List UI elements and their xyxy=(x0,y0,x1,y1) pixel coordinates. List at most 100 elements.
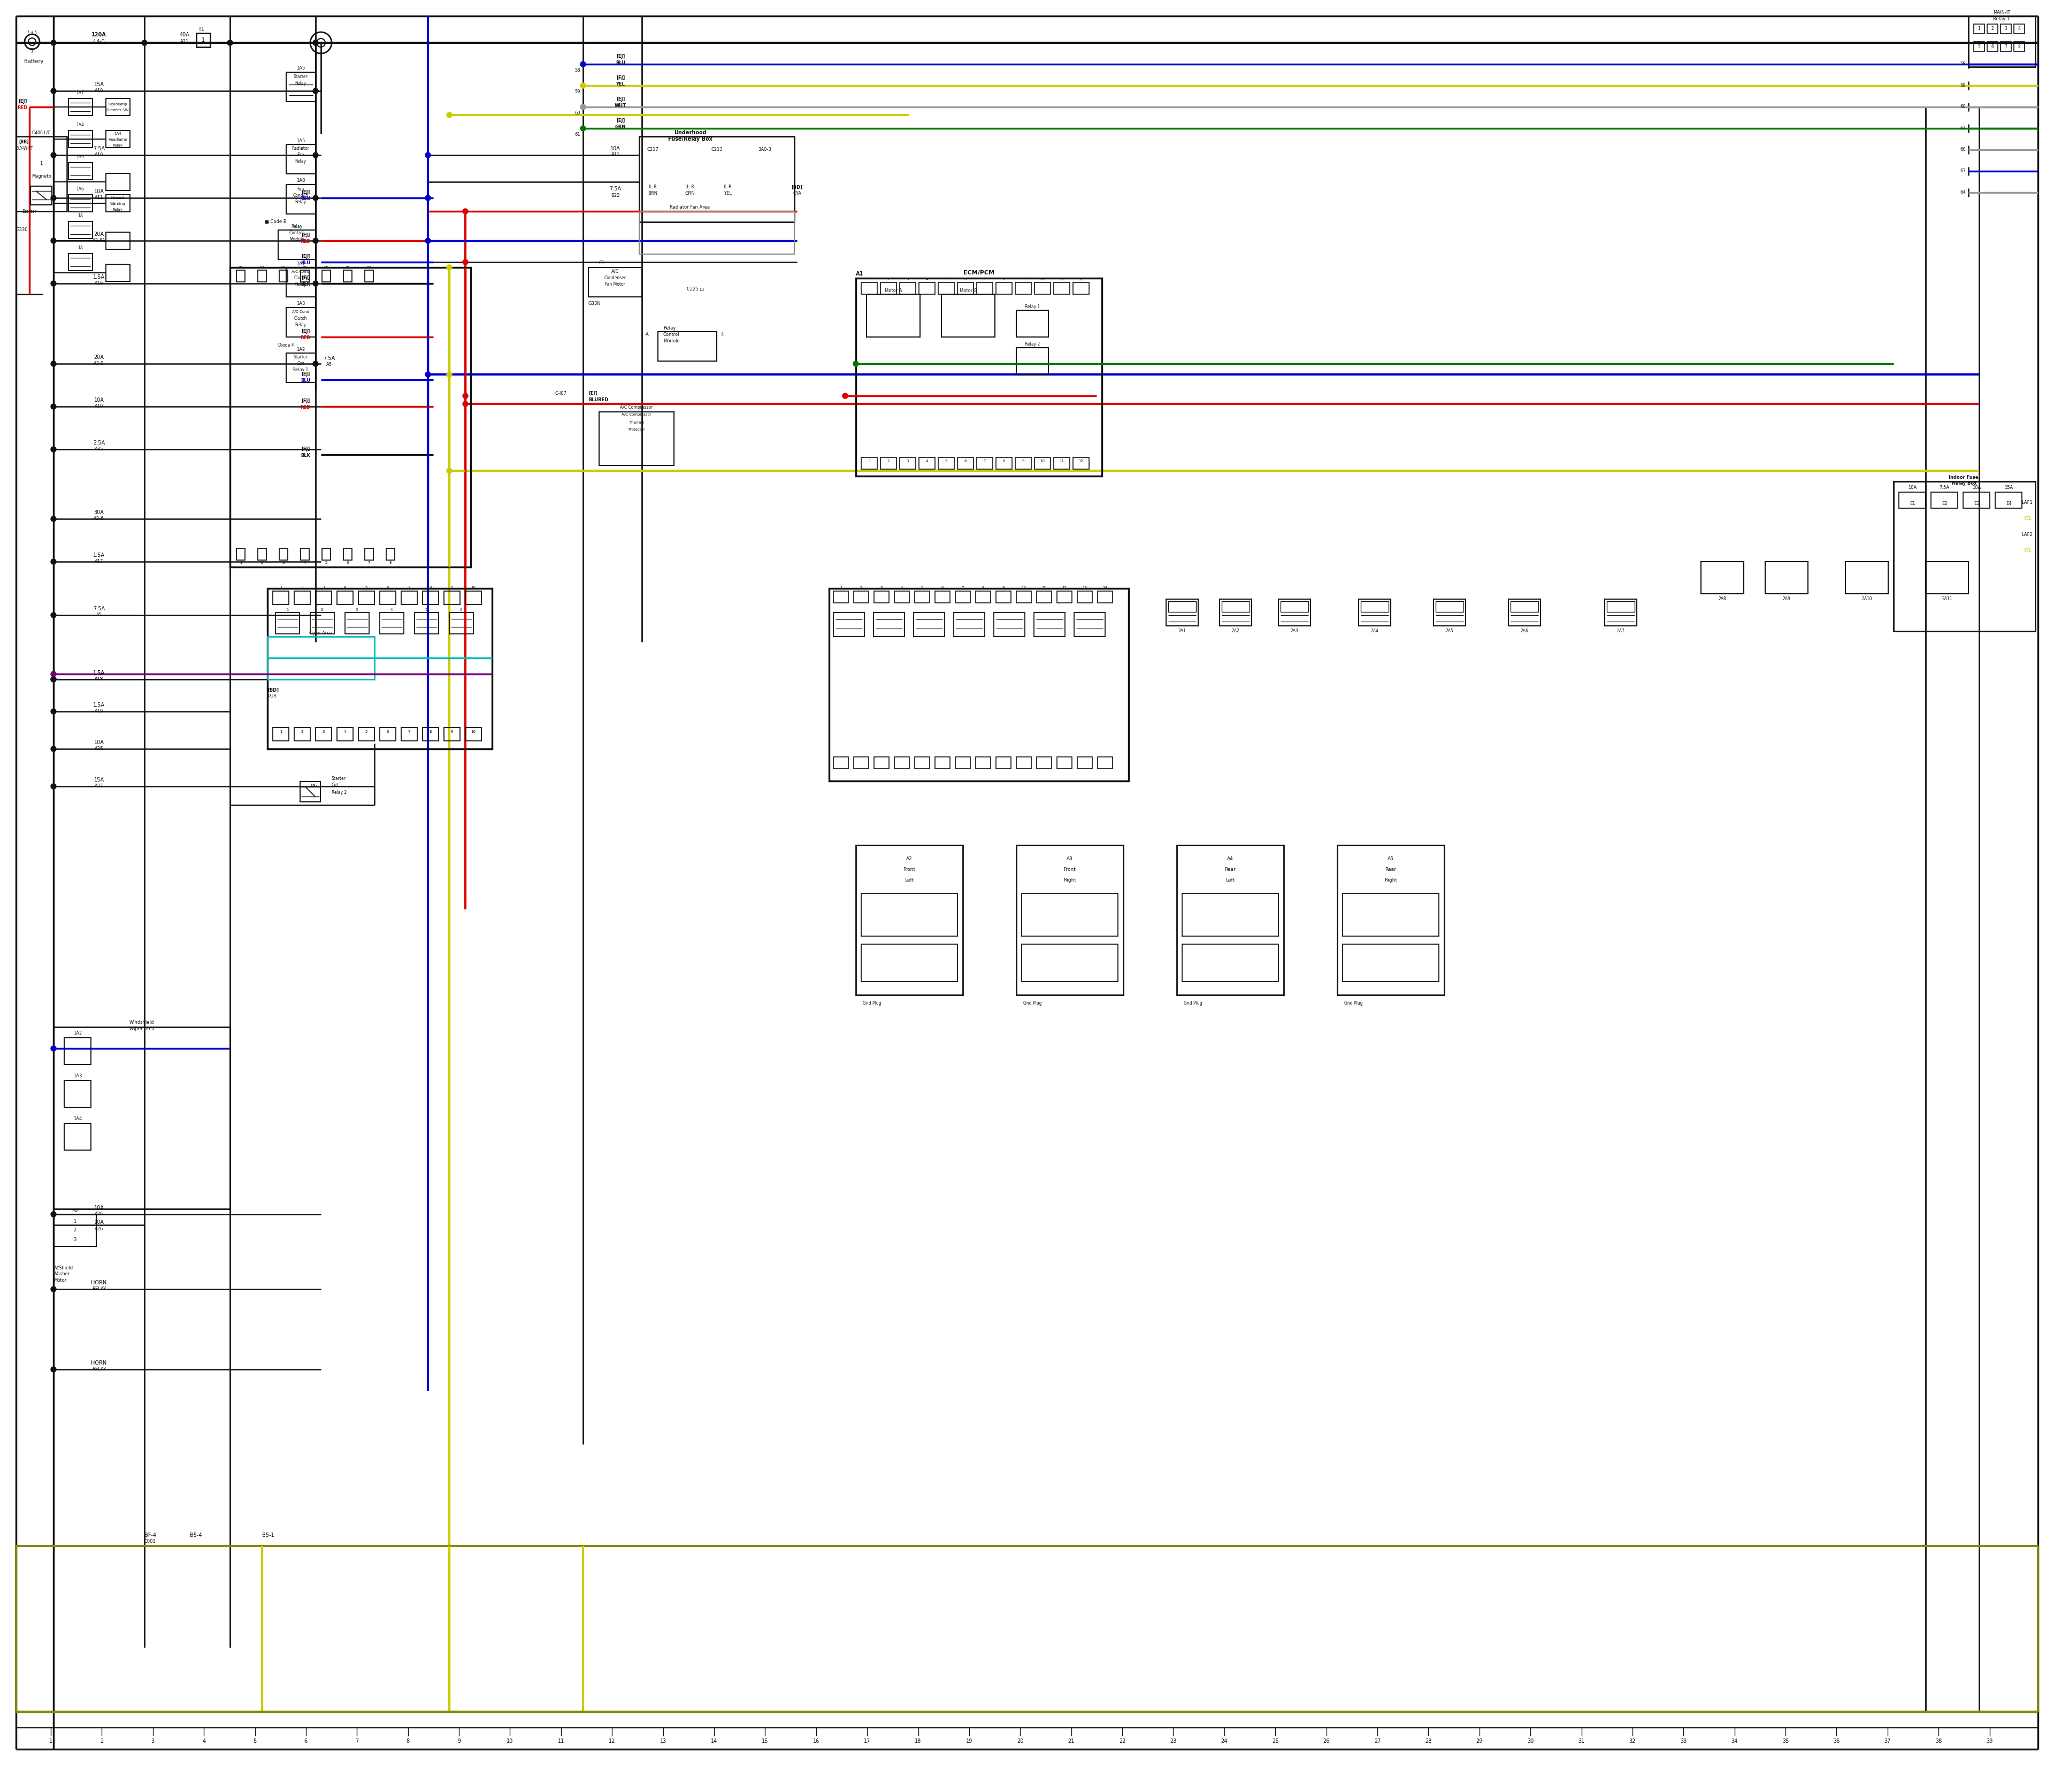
Text: 3: 3 xyxy=(322,729,325,733)
Bar xyxy=(423,728,440,740)
Bar xyxy=(914,613,945,636)
Bar xyxy=(107,233,129,249)
Text: HORN: HORN xyxy=(90,1279,107,1285)
Bar xyxy=(1097,591,1113,602)
Text: 3: 3 xyxy=(355,607,357,611)
Bar xyxy=(1017,310,1048,337)
Text: 9: 9 xyxy=(450,586,454,590)
Bar xyxy=(1035,283,1050,294)
Text: 8: 8 xyxy=(1002,278,1004,281)
Text: Front: Front xyxy=(904,867,916,871)
Circle shape xyxy=(51,360,55,366)
Text: 1A7: 1A7 xyxy=(76,91,84,95)
Text: Gnd Plug: Gnd Plug xyxy=(1183,1000,1202,1005)
Circle shape xyxy=(425,195,431,201)
Text: Relay: Relay xyxy=(663,326,676,330)
Bar xyxy=(267,636,374,679)
Circle shape xyxy=(312,39,318,45)
Text: 2.5A: 2.5A xyxy=(92,441,105,446)
Bar xyxy=(107,99,129,115)
Text: 7: 7 xyxy=(961,586,963,590)
Text: 10: 10 xyxy=(1039,278,1045,281)
Text: 15A: 15A xyxy=(2005,486,2013,491)
Text: 1: 1 xyxy=(49,1738,53,1744)
Text: 39: 39 xyxy=(1986,1738,1992,1744)
Text: 20A: 20A xyxy=(94,355,105,360)
Bar xyxy=(450,613,472,634)
Text: Right: Right xyxy=(1064,878,1076,882)
Text: Relay: Relay xyxy=(296,199,306,204)
Circle shape xyxy=(51,39,55,45)
Bar xyxy=(275,613,300,634)
Bar xyxy=(957,457,974,470)
Text: 2A4: 2A4 xyxy=(1370,629,1378,634)
Bar xyxy=(345,613,370,634)
Text: 2A10: 2A10 xyxy=(1861,597,1871,602)
Text: A26: A26 xyxy=(94,747,103,751)
Bar xyxy=(401,591,417,604)
Bar xyxy=(259,548,267,561)
Text: A3: A3 xyxy=(1066,857,1072,860)
Text: Relay: Relay xyxy=(113,208,123,211)
Text: Relay: Relay xyxy=(296,281,306,287)
Bar xyxy=(1434,599,1467,625)
Text: 10A: 10A xyxy=(94,398,105,403)
Text: 4: 4 xyxy=(721,332,723,337)
Text: Radiator: Radiator xyxy=(292,147,310,151)
Text: 6: 6 xyxy=(941,586,943,590)
Text: 1: 1 xyxy=(279,729,281,733)
Text: 40A: 40A xyxy=(179,32,189,38)
Text: 2A1: 2A1 xyxy=(1179,629,1185,634)
Text: Front: Front xyxy=(1064,867,1076,871)
Bar xyxy=(1021,944,1117,982)
Bar xyxy=(1033,613,1064,636)
Bar xyxy=(834,591,848,602)
Text: C001: C001 xyxy=(144,1539,156,1545)
Text: 10: 10 xyxy=(1039,459,1045,462)
Bar xyxy=(996,591,1011,602)
Bar xyxy=(53,1027,230,1210)
Bar xyxy=(1508,599,1540,625)
Text: BLURED: BLURED xyxy=(587,398,608,401)
Bar xyxy=(955,591,969,602)
Circle shape xyxy=(51,677,55,683)
Text: P3: P3 xyxy=(281,265,286,269)
Bar xyxy=(1097,756,1113,769)
Text: 10A: 10A xyxy=(94,188,105,194)
Bar xyxy=(1177,846,1284,995)
Bar xyxy=(286,353,316,382)
Text: A/C Cond: A/C Cond xyxy=(292,310,310,314)
Text: 29: 29 xyxy=(1477,1738,1483,1744)
Text: [EJ]: [EJ] xyxy=(616,75,624,81)
Bar xyxy=(1072,283,1089,294)
Bar xyxy=(854,591,869,602)
Text: Module: Module xyxy=(663,339,680,342)
Circle shape xyxy=(425,238,431,244)
Bar xyxy=(401,728,417,740)
Bar xyxy=(1343,944,1440,982)
Bar xyxy=(857,846,963,995)
Text: P7: P7 xyxy=(368,265,372,269)
Text: Fuse/Relay Box: Fuse/Relay Box xyxy=(668,136,713,142)
Bar xyxy=(834,756,848,769)
Text: 1: 1 xyxy=(240,561,242,564)
Text: 2A7: 2A7 xyxy=(1616,629,1625,634)
Bar xyxy=(300,271,310,281)
Text: B5-4: B5-4 xyxy=(189,1532,201,1538)
Text: 7: 7 xyxy=(409,586,411,590)
Text: 120A: 120A xyxy=(92,32,107,38)
Text: [BB]: [BB] xyxy=(18,140,29,143)
Text: [EI]: [EI] xyxy=(587,391,598,396)
Text: 2: 2 xyxy=(74,1228,76,1233)
Text: 7.5A: 7.5A xyxy=(610,186,620,192)
Text: Wiper Area: Wiper Area xyxy=(129,1027,154,1032)
Circle shape xyxy=(852,360,859,366)
Text: 15A: 15A xyxy=(94,778,105,783)
Text: P5: P5 xyxy=(325,265,329,269)
Text: 5: 5 xyxy=(425,607,427,611)
Text: Cut: Cut xyxy=(331,783,339,788)
Text: 7.5A: 7.5A xyxy=(92,606,105,611)
Circle shape xyxy=(51,1367,55,1373)
Bar xyxy=(1054,457,1070,470)
Bar xyxy=(286,72,316,102)
